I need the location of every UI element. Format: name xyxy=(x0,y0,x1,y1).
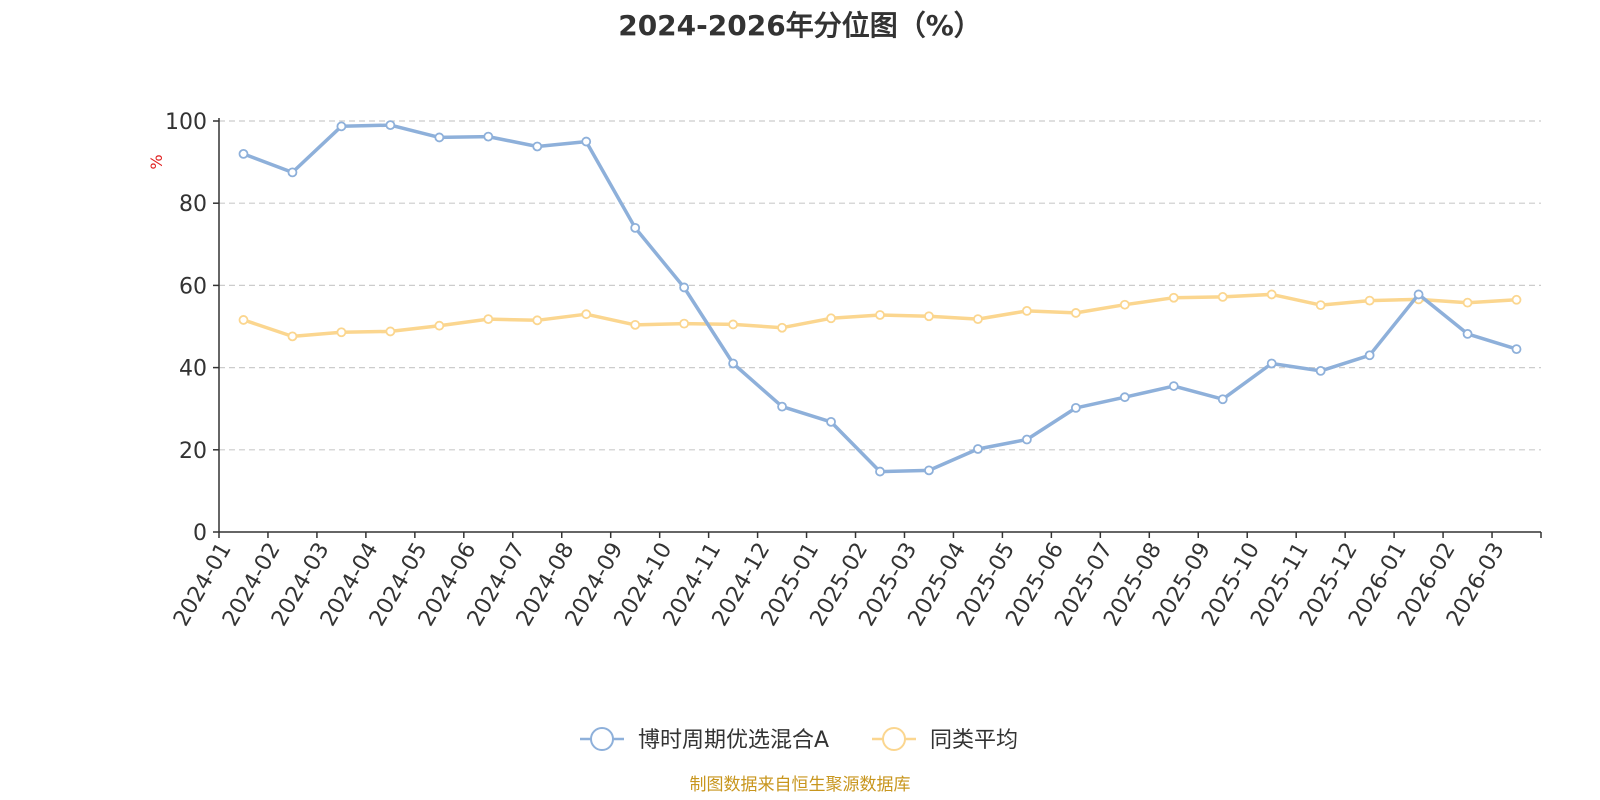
series-0 xyxy=(238,120,1522,477)
legend: 博时周期优选混合A 同类平均 xyxy=(580,727,1018,753)
data-point-1-2025-03[interactable] xyxy=(924,311,934,322)
grid-lines xyxy=(219,120,1541,451)
data-point-1-2026-03[interactable] xyxy=(1511,294,1522,305)
data-point-0-2025-02[interactable] xyxy=(875,466,885,477)
data-point-1-2025-11[interactable] xyxy=(1315,300,1326,311)
data-point-1-2025-04[interactable] xyxy=(973,314,983,325)
series-lines xyxy=(238,120,1522,477)
legend-label-average: 同类平均 xyxy=(930,728,1018,753)
data-point-0-2024-11[interactable] xyxy=(728,358,739,369)
y-tick-label-60: 60 xyxy=(179,274,207,299)
x-tick-labels: 2024-012024-022024-032024-042024-052024-… xyxy=(169,539,1510,631)
data-point-1-2025-06[interactable] xyxy=(1070,308,1081,318)
data-point-1-2024-08[interactable] xyxy=(581,309,592,320)
chart-title: 2024-2026年分位图（%） xyxy=(618,9,982,42)
data-point-1-2024-01[interactable] xyxy=(238,315,249,325)
data-point-0-2025-07[interactable] xyxy=(1119,392,1130,403)
data-point-0-2024-05[interactable] xyxy=(434,132,445,143)
data-source-note: 制图数据来自恒生聚源数据库 xyxy=(690,775,911,795)
data-point-1-2025-09[interactable] xyxy=(1217,292,1228,302)
data-point-0-2026-01[interactable] xyxy=(1413,289,1424,300)
data-point-0-2024-06[interactable] xyxy=(483,131,494,142)
data-point-0-2025-08[interactable] xyxy=(1168,381,1179,391)
data-point-1-2025-08[interactable] xyxy=(1168,292,1179,303)
data-point-1-2024-04[interactable] xyxy=(385,326,396,337)
data-point-1-2025-12[interactable] xyxy=(1364,295,1375,306)
data-point-0-2024-08[interactable] xyxy=(581,136,592,147)
data-point-0-2026-02[interactable] xyxy=(1462,328,1473,339)
data-point-0-2025-03[interactable] xyxy=(924,465,934,476)
data-point-1-2025-02[interactable] xyxy=(875,310,885,320)
y-tick-label-100: 100 xyxy=(165,110,207,135)
data-point-1-2024-11[interactable] xyxy=(728,319,739,330)
y-tick-label-40: 40 xyxy=(179,357,207,382)
data-point-1-2025-05[interactable] xyxy=(1021,305,1032,316)
data-point-0-2025-12[interactable] xyxy=(1364,350,1375,361)
data-point-0-2024-04[interactable] xyxy=(385,120,396,131)
data-point-0-2025-09[interactable] xyxy=(1217,394,1228,405)
data-point-0-2024-02[interactable] xyxy=(287,167,298,178)
data-point-0-2025-05[interactable] xyxy=(1021,434,1032,445)
legend-label-fund: 博时周期优选混合A xyxy=(638,728,829,753)
series-line-0 xyxy=(242,123,1518,474)
data-point-0-2025-11[interactable] xyxy=(1315,365,1326,376)
data-point-1-2024-12[interactable] xyxy=(777,322,787,333)
series-1 xyxy=(238,289,1522,342)
data-point-1-2024-07[interactable] xyxy=(532,315,543,326)
data-point-1-2024-09[interactable] xyxy=(630,319,641,330)
data-point-0-2026-03[interactable] xyxy=(1511,344,1522,355)
data-point-0-2025-06[interactable] xyxy=(1070,402,1081,413)
y-tick-label-0: 0 xyxy=(193,521,207,546)
data-point-1-2024-06[interactable] xyxy=(483,314,494,325)
data-point-1-2024-03[interactable] xyxy=(336,327,347,338)
y-axis-label: % xyxy=(147,154,166,169)
data-point-1-2025-10[interactable] xyxy=(1266,289,1277,300)
data-point-0-2024-03[interactable] xyxy=(336,121,347,132)
y-tick-labels: 0 20 40 60 80 100 xyxy=(165,110,207,546)
legend-item-average[interactable]: 同类平均 xyxy=(872,727,1018,753)
data-point-0-2024-01[interactable] xyxy=(238,148,249,159)
data-point-0-2024-12[interactable] xyxy=(777,401,787,412)
legend-item-fund[interactable]: 博时周期优选混合A xyxy=(580,727,829,753)
data-point-1-2025-07[interactable] xyxy=(1119,299,1130,310)
data-point-0-2024-07[interactable] xyxy=(532,141,543,152)
data-point-0-2025-01[interactable] xyxy=(826,416,836,427)
axes xyxy=(213,118,1542,538)
data-point-1-2024-10[interactable] xyxy=(679,318,690,329)
data-point-1-2025-01[interactable] xyxy=(826,313,836,324)
data-point-1-2026-02[interactable] xyxy=(1462,297,1473,308)
data-point-0-2024-10[interactable] xyxy=(679,282,690,293)
data-point-0-2025-10[interactable] xyxy=(1266,358,1277,369)
y-tick-label-20: 20 xyxy=(179,439,207,464)
data-point-1-2024-02[interactable] xyxy=(287,331,298,342)
data-point-0-2024-09[interactable] xyxy=(630,222,641,233)
data-point-0-2025-04[interactable] xyxy=(973,444,983,454)
y-tick-label-80: 80 xyxy=(179,192,207,217)
data-point-1-2024-05[interactable] xyxy=(434,320,445,331)
